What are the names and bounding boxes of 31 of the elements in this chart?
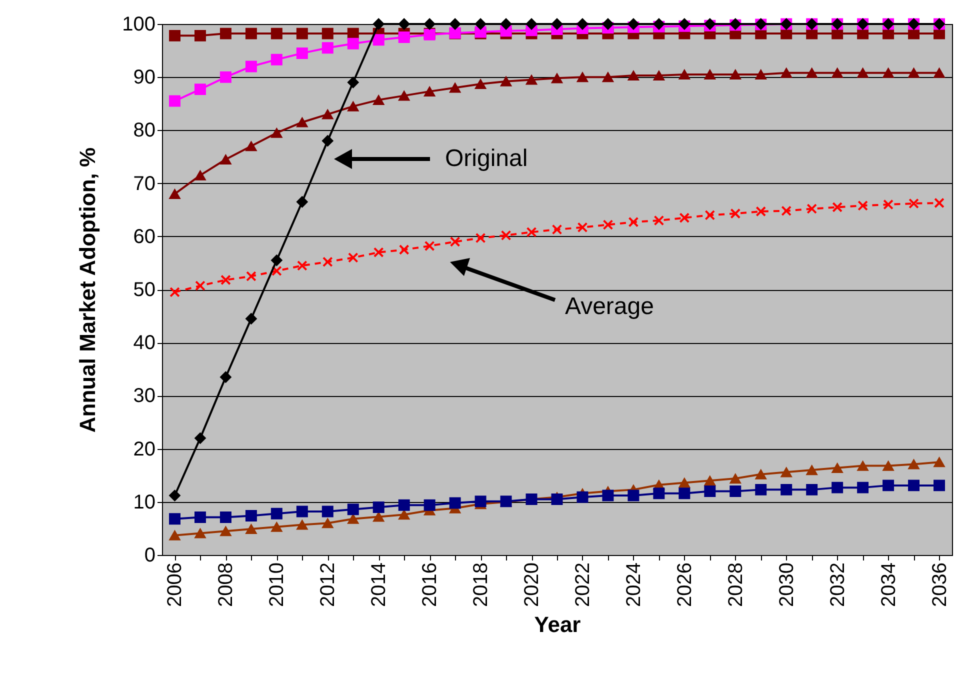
x-tick-label: 2014 (368, 562, 390, 607)
x-tick-label: 2032 (826, 562, 849, 607)
x-tick-label: 2024 (622, 562, 645, 607)
x-tick-label: 2008 (215, 562, 238, 607)
x-tick-label: 2006 (164, 562, 186, 607)
y-axis-title: Annual Market Adoption, % (75, 147, 100, 433)
y-tick-label: 60 (133, 226, 156, 248)
y-tick-label: 90 (133, 66, 156, 89)
x-tick-label: 2030 (776, 562, 798, 607)
x-tick-label: 2018 (470, 562, 492, 607)
y-tick-label: 100 (122, 14, 156, 36)
y-tick-label: 30 (133, 385, 156, 408)
x-tick-label: 2026 (674, 562, 696, 607)
y-tick-label: 0 (144, 544, 156, 566)
x-tick-label: 2022 (572, 562, 594, 607)
x-tick-label: 2034 (878, 562, 900, 607)
x-axis-title: Year (534, 612, 582, 637)
x-tick-label: 2028 (724, 562, 747, 607)
x-tick-label: 2010 (266, 562, 288, 607)
annotation: Original (445, 145, 528, 172)
x-tick-label: 2036 (928, 562, 951, 607)
y-tick-label: 40 (133, 332, 156, 354)
x-tick-label: 2016 (419, 562, 442, 607)
annotation: Average (565, 293, 654, 320)
x-tick-label: 2012 (317, 562, 340, 607)
y-tick-label: 50 (133, 279, 156, 301)
x-tick-label: 2020 (521, 562, 544, 607)
y-tick-label: 10 (133, 491, 156, 514)
y-tick-label: 70 (133, 172, 156, 195)
y-tick-label: 20 (133, 438, 156, 460)
y-tick-label: 80 (133, 120, 156, 142)
